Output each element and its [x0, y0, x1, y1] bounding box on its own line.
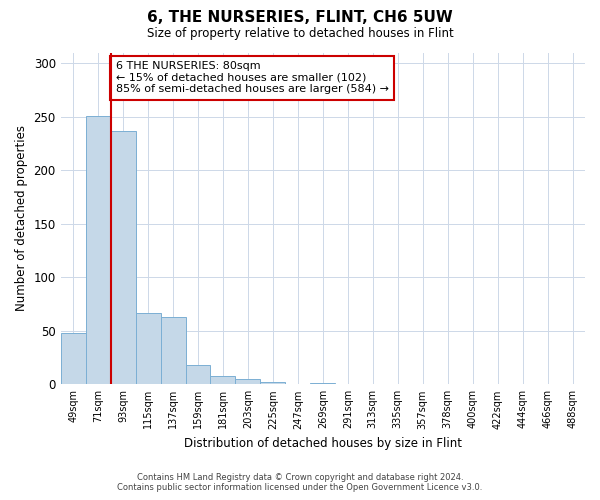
Bar [211, 376, 235, 384]
Bar [185, 365, 211, 384]
Bar [260, 382, 286, 384]
X-axis label: Distribution of detached houses by size in Flint: Distribution of detached houses by size … [184, 437, 462, 450]
Text: 6 THE NURSERIES: 80sqm
← 15% of detached houses are smaller (102)
85% of semi-de: 6 THE NURSERIES: 80sqm ← 15% of detached… [116, 61, 389, 94]
Text: Size of property relative to detached houses in Flint: Size of property relative to detached ho… [146, 28, 454, 40]
Bar [235, 379, 260, 384]
Y-axis label: Number of detached properties: Number of detached properties [15, 126, 28, 312]
Bar [61, 333, 86, 384]
Bar [136, 312, 161, 384]
Text: Contains HM Land Registry data © Crown copyright and database right 2024.
Contai: Contains HM Land Registry data © Crown c… [118, 473, 482, 492]
Bar [310, 383, 335, 384]
Bar [110, 130, 136, 384]
Bar [86, 116, 110, 384]
Bar [161, 317, 185, 384]
Text: 6, THE NURSERIES, FLINT, CH6 5UW: 6, THE NURSERIES, FLINT, CH6 5UW [147, 10, 453, 25]
